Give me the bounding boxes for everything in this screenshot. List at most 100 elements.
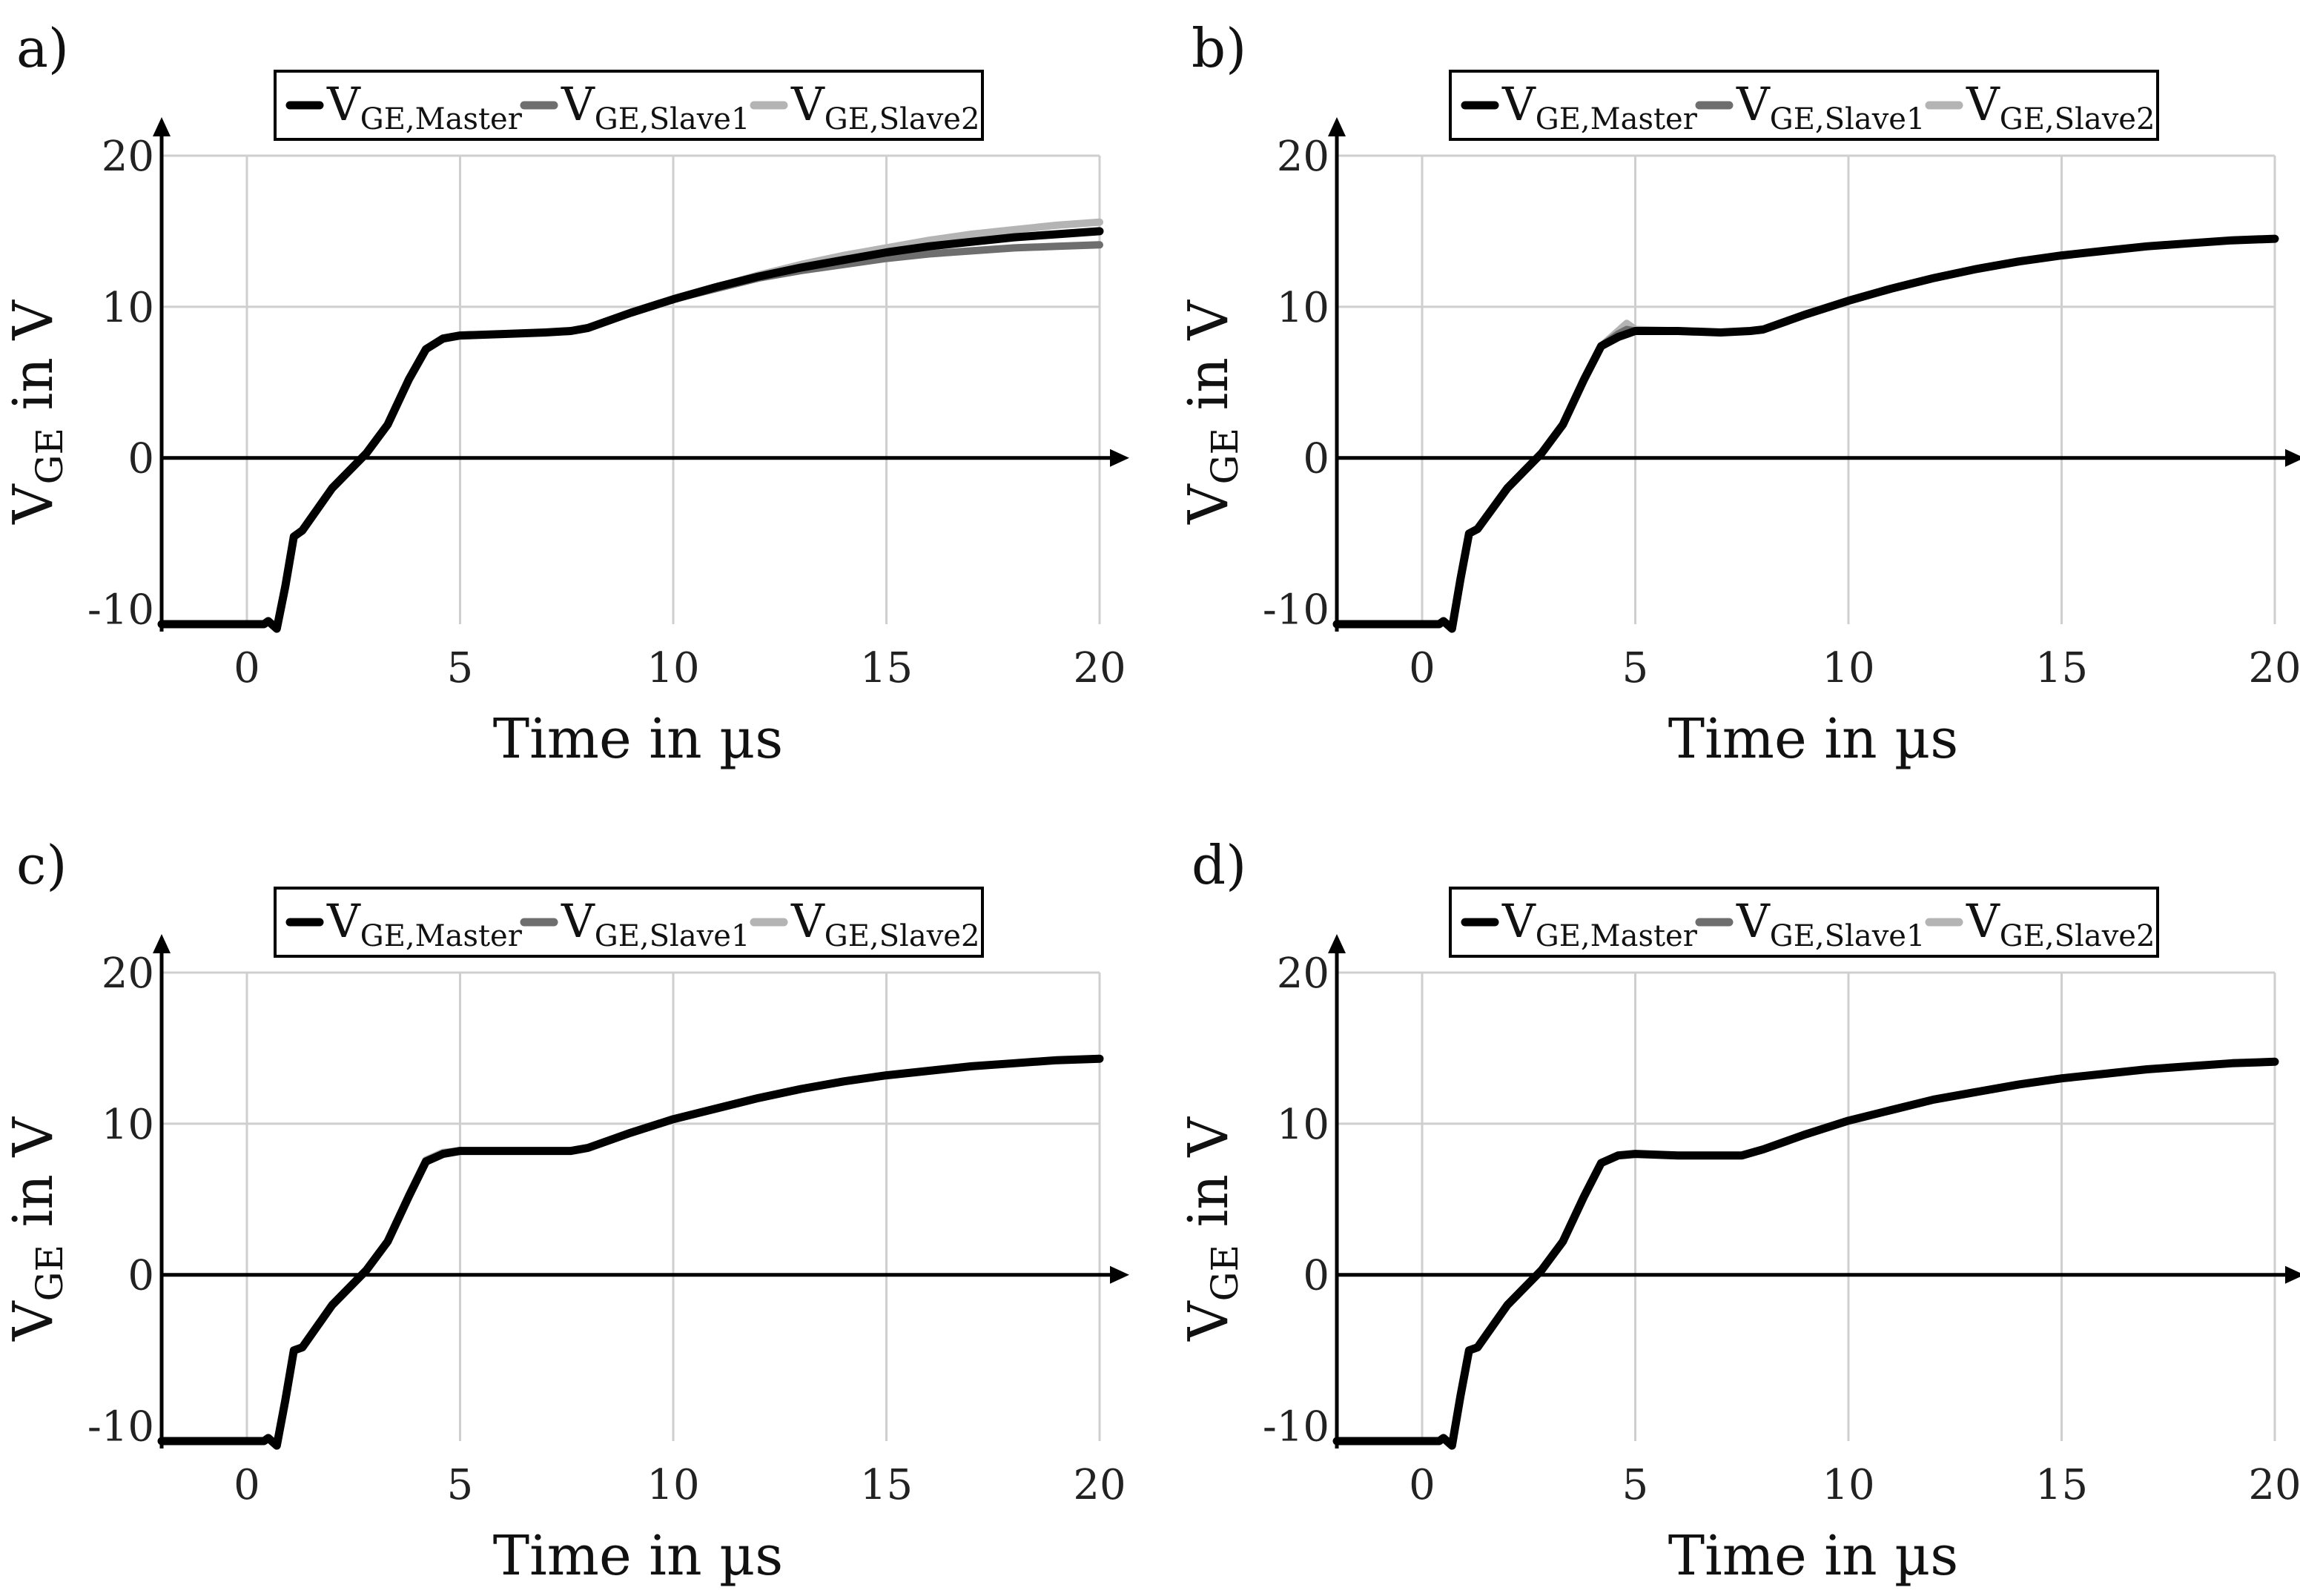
x-tick-label: 0: [1409, 1461, 1435, 1509]
x-tick-label: 10: [647, 644, 699, 692]
y-tick-label: -10: [1263, 586, 1329, 635]
panel-label: c): [16, 834, 67, 896]
legend-entry: VGE,Slave2: [750, 894, 979, 953]
x-tick-label: 0: [234, 644, 260, 692]
y-tick-label: -10: [87, 1403, 154, 1451]
x-axis-arrow: [1110, 448, 1129, 467]
x-axis-arrow: [2285, 448, 2300, 467]
legend-entry: VGE,Slave1: [520, 894, 750, 953]
x-tick-label: 0: [234, 1461, 260, 1509]
legend-label: VGE,Slave1: [1736, 894, 1925, 953]
series-line-vge-slave2: [1333, 1058, 2278, 1450]
chart-panel-3: c) -10 0 10 20 0 5 10 15 20 Time in µs VGE in V VGE,…: [1, 834, 1129, 1588]
y-tick-label: 0: [128, 1252, 154, 1300]
series-line-vge-master: [157, 227, 1104, 633]
y-tick-label: 10: [102, 284, 154, 332]
x-axis-label: Time in µs: [493, 707, 783, 771]
panel-label: d): [1192, 834, 1246, 896]
x-tick-label: 20: [2248, 644, 2300, 692]
x-tick-label: 15: [2035, 1461, 2088, 1509]
legend-label: VGE,Master: [326, 77, 523, 136]
x-tick-label: 5: [1622, 1461, 1649, 1509]
legend-frame: [274, 887, 984, 958]
x-tick-label: 0: [1409, 644, 1435, 692]
legend-label: VGE,Master: [1501, 894, 1698, 953]
y-axis-arrow: [1328, 117, 1346, 136]
x-axis-label: Time in µs: [1668, 1524, 1958, 1588]
y-tick-label: 10: [102, 1101, 154, 1149]
series-line-vge-slave2: [158, 1055, 1103, 1450]
series-line-vge-master: [1332, 234, 2279, 633]
legend-label: VGE,Slave2: [790, 894, 979, 953]
legend: VGE,Master VGE,Slave1 VGE,Slave2: [1449, 887, 2159, 958]
legend-frame: [1449, 887, 2159, 958]
y-tick-label: 10: [1277, 1101, 1329, 1149]
panel-label: b): [1192, 17, 1246, 79]
x-axis-arrow: [1110, 1265, 1129, 1284]
legend: VGE,Master VGE,Slave1 VGE,Slave2: [274, 70, 984, 141]
x-tick-label: 15: [860, 644, 913, 692]
y-axis-label: VGE in V: [1, 1116, 71, 1342]
x-tick-label: 20: [2248, 1461, 2300, 1509]
x-tick-label: 15: [2035, 644, 2088, 692]
y-tick-label: 10: [1277, 284, 1329, 332]
y-tick-label: -10: [87, 586, 154, 635]
x-tick-label: 5: [1622, 644, 1649, 692]
legend-label: VGE,Master: [326, 894, 523, 953]
y-tick-label: 0: [1303, 435, 1329, 483]
legend-label: VGE,Slave1: [1736, 77, 1925, 136]
legend-entry: VGE,Slave1: [1695, 894, 1925, 953]
y-tick-label: 20: [102, 950, 154, 998]
legend-label: VGE,Master: [1501, 77, 1698, 136]
legend-label: VGE,Slave2: [1966, 894, 2155, 953]
panel-label: a): [16, 17, 69, 79]
x-axis-arrow: [2285, 1265, 2300, 1284]
legend-entry: VGE,Slave2: [1925, 894, 2155, 953]
series-line-vge-slave1: [158, 1055, 1103, 1450]
y-axis-label: VGE in V: [1177, 299, 1246, 525]
y-axis-label: VGE in V: [1, 299, 71, 525]
legend: VGE,Master VGE,Slave1 VGE,Slave2: [274, 887, 984, 958]
x-tick-label: 10: [1822, 1461, 1874, 1509]
y-axis-label: VGE in V: [1177, 1116, 1246, 1342]
x-tick-label: 20: [1073, 644, 1126, 692]
series-line-vge-slave1: [158, 241, 1103, 633]
x-axis-label: Time in µs: [1668, 707, 1958, 771]
y-tick-label: -10: [1263, 1403, 1329, 1451]
legend-entry: VGE,Master: [285, 77, 523, 136]
y-axis-arrow: [153, 934, 171, 953]
y-tick-label: 20: [102, 133, 154, 181]
x-tick-label: 15: [860, 1461, 913, 1509]
chart-panel-2: b) -10 0 10 20 0 5 10 15 20 Time in µs VGE in V VGE,…: [1177, 17, 2300, 771]
y-axis-arrow: [1328, 934, 1346, 953]
x-tick-label: 5: [447, 1461, 474, 1509]
y-tick-label: 20: [1277, 133, 1329, 181]
legend-label: VGE,Slave2: [1966, 77, 2155, 136]
legend-label: VGE,Slave1: [561, 77, 750, 136]
legend-entry: VGE,Slave2: [1925, 77, 2155, 136]
y-axis-arrow: [153, 117, 171, 136]
x-tick-label: 20: [1073, 1461, 1126, 1509]
legend-entry: VGE,Slave1: [520, 77, 750, 136]
series-line-vge-master: [157, 1054, 1104, 1450]
x-tick-label: 10: [1822, 644, 1874, 692]
y-tick-label: 0: [1303, 1252, 1329, 1300]
legend-entry: VGE,Slave1: [1695, 77, 1925, 136]
legend-entry: VGE,Slave2: [750, 77, 979, 136]
legend-entry: VGE,Master: [1461, 894, 1698, 953]
series-line-vge-slave1: [1333, 235, 2278, 633]
chart-panel-4: d) -10 0 10 20 0 5 10 15 20 Time in µs VGE in V VGE,…: [1177, 834, 2300, 1588]
legend-frame: [1449, 70, 2159, 141]
legend-label: VGE,Slave1: [561, 894, 750, 953]
legend-entry: VGE,Master: [1461, 77, 1698, 136]
legend-frame: [274, 70, 984, 141]
series-line-vge-slave1: [1333, 1058, 2278, 1450]
legend-label: VGE,Slave2: [790, 77, 979, 136]
x-tick-label: 5: [447, 644, 474, 692]
legend: VGE,Master VGE,Slave1 VGE,Slave2: [1449, 70, 2159, 141]
chart-panel-1: a) -10 0 10 20 0 5 10 15 20 Time in µs VGE in V VGE,…: [1, 17, 1129, 771]
series-line-vge-slave2: [1333, 235, 2278, 633]
series-line-vge-slave2: [158, 218, 1103, 633]
x-tick-label: 10: [647, 1461, 699, 1509]
